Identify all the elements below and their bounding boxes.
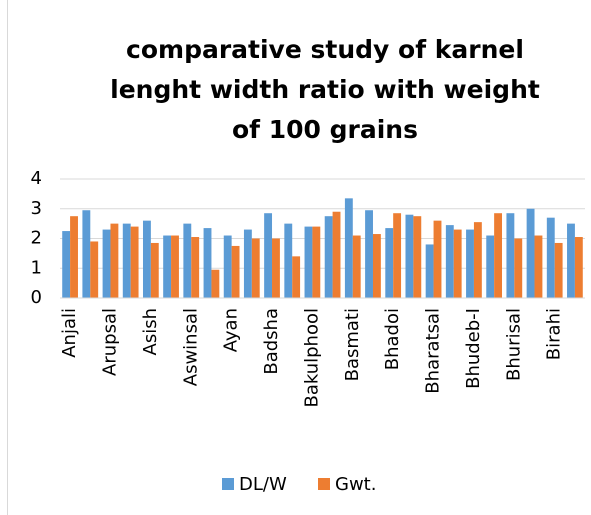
bar <box>372 234 381 298</box>
bar <box>102 229 111 298</box>
bar <box>243 229 252 298</box>
bar <box>90 241 99 298</box>
x-tick-label: Bhadoi <box>382 308 403 370</box>
y-tick-label: 1 <box>31 257 42 278</box>
x-tick-label: Basmati <box>342 308 363 381</box>
bar <box>203 228 212 298</box>
bar <box>264 213 273 298</box>
bar <box>150 242 159 298</box>
legend-swatch <box>222 478 234 490</box>
bar <box>183 223 192 298</box>
bar <box>191 237 200 298</box>
bar <box>110 223 119 298</box>
bar <box>494 213 503 298</box>
chart-title: comparative study of karnel lenght width… <box>110 35 540 144</box>
bar <box>223 235 232 298</box>
y-tick-label: 0 <box>31 287 42 308</box>
bar <box>405 214 414 298</box>
bar <box>506 213 515 298</box>
bar <box>526 208 535 298</box>
x-tick-label: Asish <box>140 308 161 355</box>
x-tick-label: Arupsal <box>99 308 120 376</box>
bar <box>546 217 555 298</box>
legend-label: DL/W <box>239 474 287 495</box>
bar <box>171 235 179 298</box>
bar <box>82 210 91 298</box>
y-tick-label: 4 <box>31 168 42 189</box>
legend-label: Gwt. <box>335 474 376 495</box>
x-tick-label: Bhurisal <box>503 308 524 381</box>
bar <box>393 213 402 298</box>
x-tick-label: Anjali <box>59 308 80 358</box>
x-tick-label: Ayan <box>221 308 242 352</box>
bar <box>453 229 462 298</box>
x-tick-label: Birahi <box>544 308 565 360</box>
bar <box>514 238 523 298</box>
y-tick-label: 3 <box>31 198 42 219</box>
legend-swatch <box>318 478 330 490</box>
bar <box>365 210 373 298</box>
bar <box>70 216 78 298</box>
bar <box>292 256 301 298</box>
bar <box>163 235 172 298</box>
bar <box>272 238 280 298</box>
bar <box>445 225 454 298</box>
bar <box>344 198 353 298</box>
bar <box>473 222 482 298</box>
x-tick-label: Bakulphool <box>301 308 322 408</box>
bar <box>304 226 313 298</box>
bar <box>352 235 361 298</box>
x-tick-label: Bhudeb-I <box>463 308 484 389</box>
bar <box>486 235 495 298</box>
bar <box>413 216 422 298</box>
bar <box>211 269 220 298</box>
y-tick-label: 2 <box>31 228 42 249</box>
bar <box>62 231 71 298</box>
bar <box>312 226 321 298</box>
bar <box>332 211 341 298</box>
x-tick-label: Badsha <box>261 308 282 375</box>
bar <box>385 228 394 298</box>
bar <box>231 245 240 298</box>
bar <box>142 220 151 298</box>
bar <box>251 238 260 298</box>
bar <box>554 242 563 298</box>
bar <box>534 235 543 298</box>
bar <box>324 216 333 298</box>
x-tick-label: Bharatsal <box>423 308 444 394</box>
bar <box>130 226 139 298</box>
bar <box>425 244 434 298</box>
bar <box>433 220 442 298</box>
x-tick-label: Aswinsal <box>180 308 201 386</box>
bar <box>284 223 293 298</box>
bar <box>122 223 131 298</box>
bar <box>574 237 583 298</box>
bar <box>567 223 575 298</box>
bar <box>466 229 474 298</box>
